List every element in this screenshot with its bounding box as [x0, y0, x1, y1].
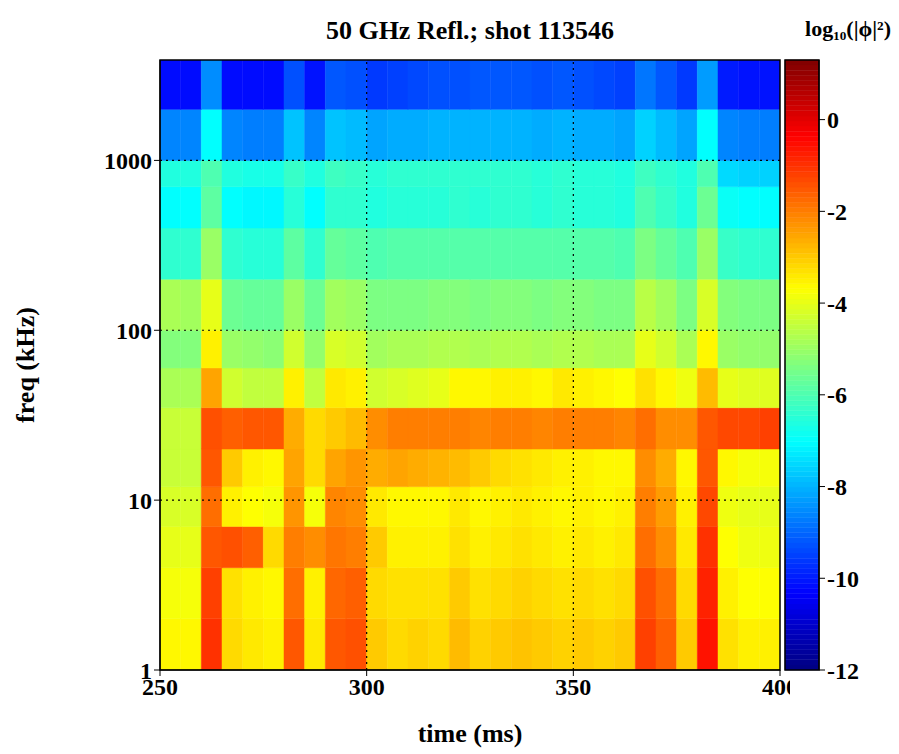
svg-text:10: 10	[128, 488, 152, 514]
svg-text:-6: -6	[827, 382, 847, 408]
svg-text:0: 0	[827, 107, 839, 133]
svg-text:1000: 1000	[104, 148, 152, 174]
svg-text:300: 300	[349, 674, 385, 700]
svg-text:freq (kHz): freq (kHz)	[11, 307, 40, 423]
html-text:50 GHz Refl.; shot 113546: 50 GHz Refl.; shot 113546	[325, 16, 615, 45]
svg-text:250: 250	[142, 674, 178, 700]
svg-text:-12: -12	[827, 658, 859, 684]
svg-text:1: 1	[140, 658, 152, 684]
svg-text:350: 350	[555, 674, 591, 700]
html-text:log₁₀(|ϕ|²): log₁₀(|ϕ|²)	[805, 16, 891, 41]
svg-text:-4: -4	[827, 291, 847, 317]
svg-text:400: 400	[762, 674, 790, 700]
svg-text:-2: -2	[827, 199, 847, 225]
svg-text:-10: -10	[827, 566, 859, 592]
svg-text:100: 100	[116, 318, 152, 344]
svg-text:time (ms): time (ms)	[418, 719, 523, 748]
svg-text:-8: -8	[827, 474, 847, 500]
